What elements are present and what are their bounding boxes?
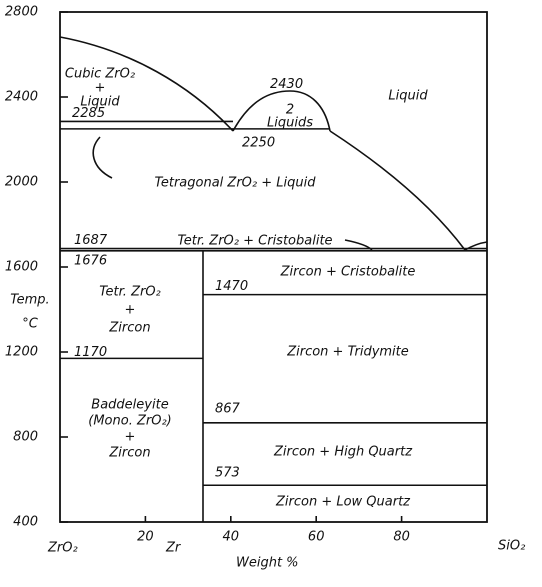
isotherm-label: 2285 [72, 106, 105, 121]
isotherm-label: 2430 [270, 77, 303, 92]
y-tick-label: 2400 [5, 90, 38, 105]
y-tick-label: 1200 [5, 345, 38, 360]
region-label: Tetr. ZrO₂ + Cristobalite [177, 234, 332, 249]
region-label: Tetragonal ZrO₂ + Liquid [155, 176, 317, 191]
isotherm-label: 1676 [74, 253, 107, 268]
region-label: (Mono. ZrO₂) [88, 414, 171, 429]
liquid-miscibility-dome [232, 90, 331, 132]
y-tick-label: 800 [13, 430, 38, 445]
region-label: Zircon + High Quartz [273, 445, 413, 460]
region-label: Zircon + Tridymite [286, 345, 409, 360]
x-zircon-label: Zr [165, 541, 182, 556]
region-label: Zircon + Low Quartz [275, 495, 411, 510]
x-tick-label: 20 [137, 530, 154, 545]
isotherm-label: 1170 [74, 345, 107, 360]
region-label: Tetr. ZrO₂ [99, 285, 161, 300]
isotherm-label: 573 [215, 466, 240, 481]
isotherm-label: 2250 [242, 135, 275, 150]
y-axis-label: °C [22, 317, 39, 332]
region-label: Cubic ZrO₂ [65, 67, 135, 82]
x-left-label: ZrO₂ [47, 541, 78, 556]
region-label: Liquids [267, 116, 313, 131]
region-label: Baddeleyite [91, 398, 168, 413]
y-tick-label: 400 [13, 515, 38, 530]
region-label: Liquid [80, 95, 120, 110]
y-tick-label: 1600 [5, 260, 38, 275]
region-label: 2 [286, 103, 294, 118]
y-tick-label: 2800 [5, 5, 38, 20]
x-tick-label: 60 [308, 530, 325, 545]
x-right-label: SiO₂ [498, 539, 525, 554]
region-label: + [95, 81, 106, 96]
x-tick-label: 40 [223, 530, 240, 545]
region-label: Zircon + Cristobalite [280, 265, 416, 280]
x-axis-title: Weight % [236, 556, 299, 571]
region-label: + [125, 430, 136, 445]
liquidus-right [329, 130, 488, 252]
region-label: Zircon [108, 321, 150, 336]
isotherm-label: 867 [215, 401, 241, 416]
x-tick-label: 80 [393, 530, 410, 545]
region-label: + [125, 303, 136, 318]
region-label: Zircon [108, 446, 150, 461]
isotherm-label: 1687 [74, 233, 108, 248]
callout-arrow [92, 136, 113, 179]
y-axis-label: Temp. [10, 293, 49, 308]
y-tick-label: 2000 [5, 175, 38, 190]
isotherm-label: 1470 [215, 279, 248, 294]
region-label: Liquid [388, 89, 428, 104]
liquidus-left [59, 36, 234, 132]
